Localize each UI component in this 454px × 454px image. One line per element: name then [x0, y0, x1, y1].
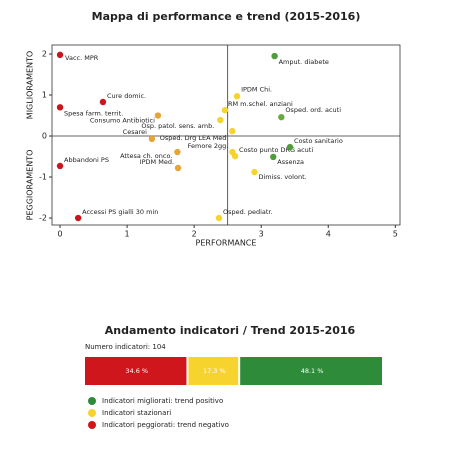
bar-segment [188, 357, 239, 385]
point [231, 152, 239, 160]
point-label: Costo punto DRG acuti [239, 146, 313, 154]
point-label: Osped. ord. acuti [285, 106, 341, 114]
legend-marker [88, 397, 96, 405]
point-label: Attesa ch. onco. [120, 152, 172, 160]
point-label: Cesarei [123, 128, 147, 136]
point-label: Osped. Drg LEA Med [160, 134, 227, 142]
point-label: Cure domic. [107, 92, 146, 100]
x-axis-label: PERFORMANCE [196, 239, 257, 248]
bar-segment [85, 357, 187, 385]
point [99, 98, 107, 106]
point-label: Abbandoni PS [64, 156, 109, 164]
y-tick-label: 1 [42, 91, 47, 100]
x-tick-label: 4 [326, 230, 331, 239]
legend-label: Indicatori stazionari [102, 409, 171, 417]
bar-segment [240, 357, 382, 385]
point-label: Spesa farm. territ. [64, 109, 123, 117]
point [56, 104, 64, 111]
point [154, 112, 162, 119]
point [229, 127, 236, 135]
value-label: 34.6 % [125, 367, 148, 375]
x-tick-label: 1 [125, 230, 130, 239]
point-label: Vacc. MPR [65, 54, 99, 62]
point-label: IPDM Chi. [241, 85, 272, 93]
y-tick-label: 0 [42, 132, 47, 141]
point [278, 113, 285, 121]
x-tick-label: 5 [393, 230, 398, 239]
point-label: Dimiss. volont. [258, 173, 306, 181]
y-tick-label: -2 [39, 214, 47, 223]
point [56, 162, 64, 170]
point-label: Amput. diabete [279, 58, 329, 66]
point [271, 52, 278, 60]
point-label: Femore 2gg. [188, 142, 229, 150]
point [221, 106, 229, 114]
value-label: 17.3 % [203, 367, 226, 375]
y-axis-label: MIGLIORAMENTO [26, 51, 35, 119]
point-label: RM m.schel. anziani [228, 100, 293, 108]
legend-marker [88, 421, 96, 429]
point-label: Assenza [277, 158, 304, 166]
point [148, 135, 156, 143]
point [215, 214, 223, 222]
point [174, 164, 182, 172]
y-axis-label: PEGGIORAMENTO [26, 150, 35, 221]
point [286, 143, 294, 151]
x-tick-label: 3 [259, 230, 264, 239]
value-label: 48.1 % [301, 367, 324, 375]
legend-label: Indicatori migliorati: trend positivo [102, 397, 223, 405]
point-label: Costo sanitario [294, 137, 343, 145]
x-tick-label: 2 [192, 230, 197, 239]
point [74, 214, 82, 222]
chart-title: Andamento indicatori / Trend 2015-2016 [105, 324, 356, 337]
point-label: Accessi PS gialli 30 min [82, 208, 158, 216]
y-tick-label: 2 [42, 50, 47, 59]
x-tick-label: 0 [57, 230, 62, 239]
point-label: IPDM Med. [140, 158, 174, 166]
point [270, 153, 277, 161]
point [217, 116, 224, 124]
plot-frame [51, 44, 401, 226]
point [251, 168, 258, 176]
point-label: Consumo Antibiotici [90, 117, 155, 125]
point [233, 93, 241, 100]
chart-title: Mappa di performance e trend (2015-2016) [92, 10, 361, 23]
subtitle: Numero indicatori: 104 [85, 343, 166, 351]
point [174, 148, 181, 156]
point-label: Osp. patol. sens. amb. [141, 122, 214, 130]
legend-label: Indicatori peggiorati: trend negativo [102, 421, 229, 429]
legend-marker [88, 409, 96, 417]
y-tick-label: -1 [39, 173, 47, 182]
point-label: Osped. pediatr. [223, 208, 273, 216]
point [56, 51, 64, 59]
